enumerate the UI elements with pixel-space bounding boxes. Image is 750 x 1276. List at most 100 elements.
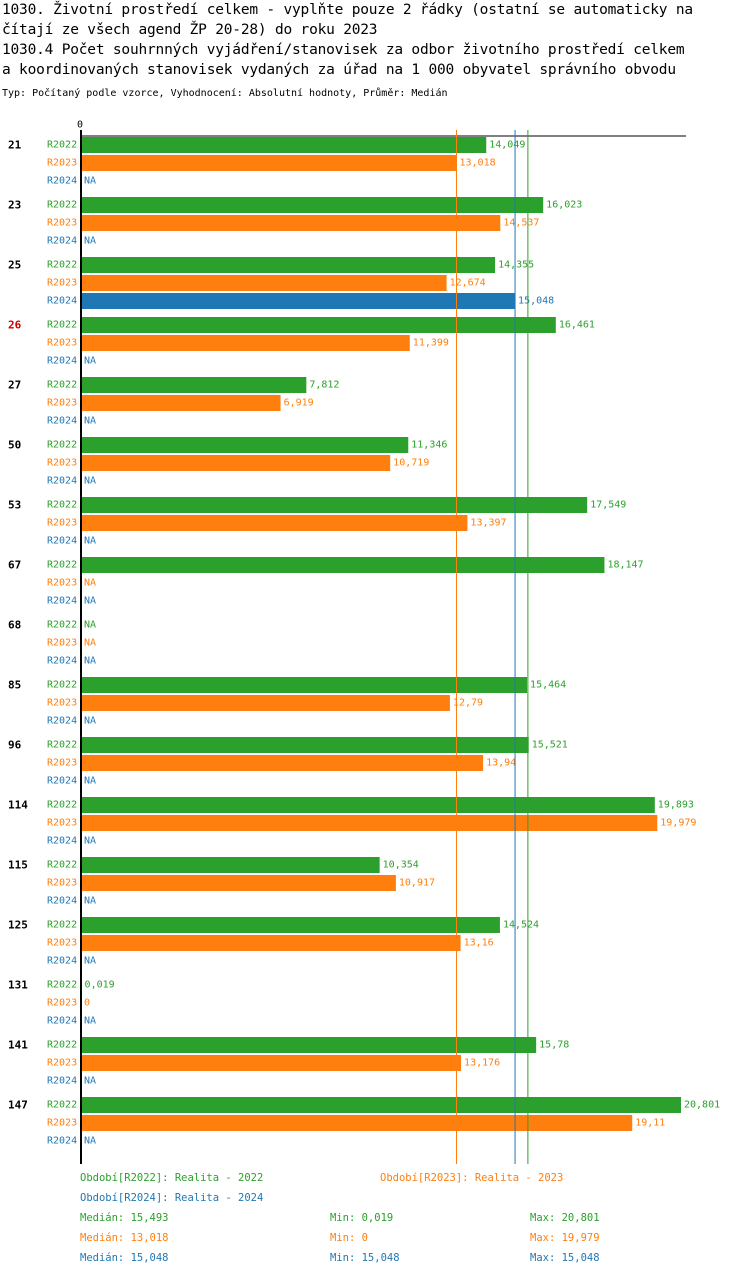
stat-r2023-min: Min: 0 [330, 1232, 368, 1244]
series-row-label: R2023 [47, 758, 77, 769]
bar-value-label: 16,461 [559, 320, 595, 331]
stat-r2022-min: Min: 0,019 [330, 1212, 394, 1224]
bar-value-label: NA [84, 236, 96, 247]
series-row-label: R2024 [47, 896, 77, 907]
series-row-label: R2024 [47, 416, 77, 427]
series-row-label: R2023 [47, 398, 77, 409]
series-row-label: R2024 [47, 236, 77, 247]
bar-value-label: 13,94 [486, 758, 516, 769]
series-row-label: R2023 [47, 338, 77, 349]
group-label: 131 [8, 979, 28, 992]
series-row-label: R2024 [47, 956, 77, 967]
bar-chart: 0 21 R2022 14,049 R2023 13,018 R2024 NA 23 R2022 1… [8, 120, 720, 1164]
bar-value-label: 14,355 [498, 260, 534, 271]
series-row-label: R2023 [47, 578, 77, 589]
series-row-label: R2022 [47, 800, 77, 811]
legend-r2022: Období[R2022]: Realita - 2022 [80, 1172, 264, 1184]
group-label: 21 [8, 139, 22, 152]
series-row-label: R2023 [47, 698, 77, 709]
bar-value-label: NA [84, 836, 96, 847]
bar-value-label: NA [84, 176, 96, 187]
bar-value-label: 12,79 [453, 698, 483, 709]
stat-r2022-max: Max: 20,801 [530, 1212, 600, 1224]
bar-value-label: 13,176 [464, 1058, 500, 1069]
bar [81, 737, 529, 753]
bar [81, 815, 658, 831]
group-label: 27 [8, 379, 21, 392]
bar-value-label: 18,147 [607, 560, 643, 571]
series-row-label: R2022 [47, 260, 77, 271]
bar-value-label: 6,919 [284, 398, 314, 409]
series-row-label: R2022 [47, 380, 77, 391]
series-row-label: R2023 [47, 818, 77, 829]
stat-r2023-median: Medián: 13,018 [80, 1232, 169, 1244]
series-row-label: R2024 [47, 1076, 77, 1087]
bar-value-label: NA [84, 776, 96, 787]
bar [81, 293, 516, 309]
series-row-label: R2023 [47, 1118, 77, 1129]
series-row-label: R2024 [47, 356, 77, 367]
series-row-label: R2024 [47, 536, 77, 547]
series-row-label: R2022 [47, 680, 77, 691]
series-row-label: R2024 [47, 1016, 77, 1027]
group-label: 23 [8, 199, 21, 212]
bar-value-label: 16,023 [546, 200, 582, 211]
series-row-label: R2024 [47, 836, 77, 847]
bar-value-label: NA [84, 416, 96, 427]
group-label: 26 [8, 319, 22, 332]
bar-value-label: 11,399 [413, 338, 449, 349]
series-row-label: R2022 [47, 440, 77, 451]
bar [81, 797, 655, 813]
group-label: 115 [8, 859, 28, 872]
group-label: 68 [8, 619, 21, 632]
bar [81, 497, 588, 513]
bar [81, 695, 450, 711]
series-row-label: R2023 [47, 878, 77, 889]
chart-title-line-3: 1030.4 Počet souhrnných vyjádření/stanov… [2, 42, 685, 58]
series-row-label: R2022 [47, 860, 77, 871]
chart-title-line-1: 1030. Životní prostředí celkem - vyplňte… [2, 2, 693, 18]
series-row-label: R2022 [47, 740, 77, 751]
bar [81, 257, 496, 273]
bar [81, 557, 605, 573]
bar-value-label: 0,019 [85, 980, 115, 991]
series-row-label: R2022 [47, 980, 77, 991]
bar-value-label: 14,049 [489, 140, 525, 151]
series-row-label: R2022 [47, 1040, 77, 1051]
bar-value-label: 20,801 [684, 1100, 720, 1111]
x-tick-label: 0 [77, 120, 83, 131]
series-row-label: R2024 [47, 656, 77, 667]
bar-value-label: 15,048 [518, 296, 554, 307]
bar-value-label: 13,397 [470, 518, 506, 529]
group-label: 67 [8, 559, 21, 572]
stat-r2022-median: Medián: 15,493 [80, 1212, 169, 1224]
series-row-label: R2022 [47, 500, 77, 511]
bar [81, 275, 447, 291]
bar-value-label: NA [84, 1136, 96, 1147]
bar-value-label: NA [84, 656, 96, 667]
bar [81, 317, 556, 333]
group-label: 141 [8, 1039, 28, 1052]
group-label: 125 [8, 919, 28, 932]
group-label: 114 [8, 799, 28, 812]
bar-value-label: NA [84, 596, 96, 607]
bar-value-label: NA [84, 1076, 96, 1087]
stat-r2023-max: Max: 19,979 [530, 1232, 600, 1244]
bar-value-label: 13,16 [464, 938, 494, 949]
bar [81, 1097, 681, 1113]
bar [81, 455, 391, 471]
bar-value-label: 15,464 [530, 680, 566, 691]
bar [81, 155, 457, 171]
series-row-label: R2024 [47, 596, 77, 607]
group-label: 147 [8, 1099, 28, 1112]
bar-value-label: 14,537 [503, 218, 539, 229]
bar [81, 215, 501, 231]
stat-r2024-min: Min: 15,048 [330, 1252, 400, 1264]
series-row-label: R2023 [47, 278, 77, 289]
group-label: 50 [8, 439, 21, 452]
bar-value-label: NA [84, 578, 96, 589]
bar-value-label: NA [84, 536, 96, 547]
bar [81, 917, 500, 933]
bar-value-label: NA [84, 620, 96, 631]
legend-r2023: Období[R2023]: Realita - 2023 [380, 1172, 564, 1184]
